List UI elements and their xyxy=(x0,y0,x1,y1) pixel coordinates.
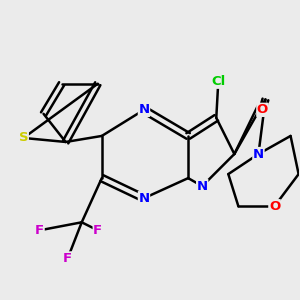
Text: O: O xyxy=(257,103,268,116)
Text: Cl: Cl xyxy=(211,75,225,88)
Text: F: F xyxy=(63,252,72,265)
Text: N: N xyxy=(253,148,264,160)
Text: F: F xyxy=(35,224,44,237)
Text: N: N xyxy=(138,192,149,205)
Text: S: S xyxy=(19,131,28,145)
Text: F: F xyxy=(93,224,102,237)
Text: N: N xyxy=(138,103,149,116)
Text: N: N xyxy=(197,180,208,193)
Text: O: O xyxy=(269,200,280,213)
